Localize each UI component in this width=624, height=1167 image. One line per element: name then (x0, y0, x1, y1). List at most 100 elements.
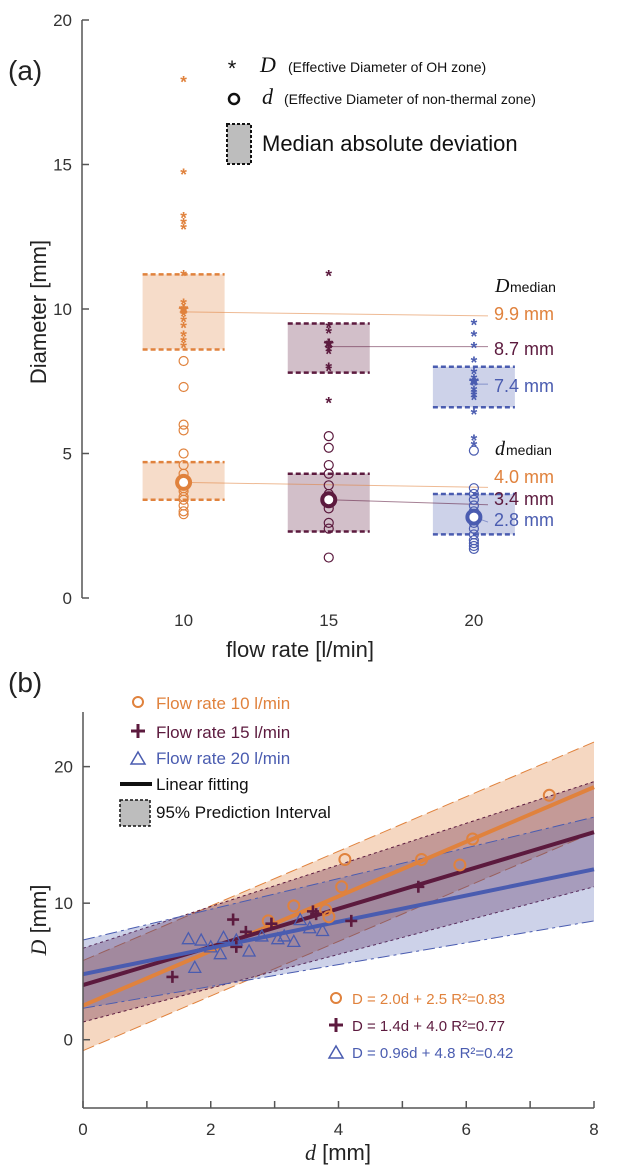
fit-line-2 (82, 867, 595, 977)
x-tick-label-b: 8 (589, 1120, 598, 1139)
D-point-15: * (325, 318, 332, 337)
svg-text:median: median (510, 279, 556, 295)
D-median-ref-10 (183, 311, 489, 317)
circle-marker-icon (227, 92, 241, 106)
D-point-15: * (325, 336, 332, 355)
x-tick-label-a: 10 (174, 611, 193, 630)
D-point-20: * (471, 365, 478, 384)
panel-b-points (166, 788, 556, 983)
D-point-20: * (471, 382, 478, 401)
d-point-10 (178, 425, 189, 436)
d-point-20 (468, 540, 479, 552)
D-median-10: 9.9 mm (494, 304, 554, 324)
D-point-20: * (471, 385, 478, 404)
point-triangle (216, 929, 231, 943)
y-tick-label-b: 10 (54, 894, 73, 913)
point-circle (415, 852, 429, 866)
panel-b: (b) 0 10 20 0 2 4 6 8 D [mm] d [mm] Flow rate 1… (8, 667, 599, 1165)
point-circle (335, 880, 349, 894)
pi-lower-0 (82, 831, 595, 1052)
d-point-10 (178, 381, 189, 393)
D-point-10: * (180, 266, 187, 285)
svg-text:D [mm]: D [mm] (26, 885, 51, 957)
D-point-10: * (180, 73, 187, 92)
fit-line-1 (82, 830, 595, 988)
d-median-marker-20 (465, 508, 483, 526)
point-plus (265, 917, 278, 930)
D-point-10: * (180, 318, 187, 337)
D-median-20: 7.4 mm (494, 376, 554, 396)
d-point-20 (468, 445, 479, 456)
D-median-marker-20: * (469, 370, 480, 400)
point-triangle (254, 928, 269, 942)
y-tick-label-a: 20 (53, 11, 72, 30)
D-point-15: * (325, 393, 332, 412)
panel-b-label: (b) (8, 667, 42, 698)
d-median-10: 4.0 mm (494, 467, 554, 487)
eq-circle-icon (330, 992, 342, 1004)
D-point-10: * (180, 214, 187, 233)
mad-box-D-15 (287, 323, 370, 373)
d-point-10 (178, 509, 189, 520)
d-point-15 (323, 552, 334, 563)
svg-text:d [mm]: d [mm] (305, 1140, 371, 1165)
point-circle (322, 910, 336, 924)
d-point-15 (323, 517, 334, 528)
x-tick-label-b: 2 (206, 1120, 215, 1139)
D-point-10: * (180, 301, 187, 320)
point-triangle (286, 934, 301, 948)
point-circle (287, 899, 301, 913)
point-triangle (293, 912, 308, 926)
point-circle (261, 914, 275, 928)
legend-b-plus-icon (131, 724, 145, 738)
D-point-10: * (180, 313, 187, 332)
x-tick-label-b: 6 (462, 1120, 471, 1139)
d-median-ref-10 (183, 481, 489, 488)
pi-lower-2 (82, 920, 595, 1009)
point-plus (412, 880, 425, 893)
point-plus (345, 914, 358, 927)
D-point-20: * (471, 370, 478, 389)
point-circle (466, 832, 480, 846)
d-point-20 (468, 494, 479, 505)
D-median-marker-10: * (179, 298, 190, 328)
panel-a-median-reference-lines (183, 311, 489, 523)
point-triangle (213, 946, 228, 960)
point-triangle (270, 931, 285, 945)
legend-b-triangle-icon (129, 750, 147, 765)
y-tick-label-a: 15 (53, 156, 72, 175)
D-point-10: * (180, 333, 187, 352)
D-point-20: * (471, 353, 478, 372)
D-median-label: D median (494, 275, 556, 297)
d-point-20 (468, 488, 479, 500)
point-triangle (194, 932, 209, 946)
D-median-15: 8.7 mm (494, 339, 554, 359)
legend-D-symbol: D (259, 52, 276, 77)
point-plus (310, 908, 323, 921)
point-triangle (315, 923, 330, 937)
svg-text:D: D (494, 275, 510, 297)
panel-b-fit-lines (82, 785, 595, 1008)
svg-text:median: median (506, 442, 552, 458)
d-point-20 (468, 537, 479, 549)
D-point-10: * (180, 304, 187, 323)
D-point-20: * (471, 405, 478, 424)
legend-d-symbol: d (262, 84, 274, 109)
point-triangle (229, 932, 244, 946)
point-circle (542, 788, 556, 802)
d-median-20: 2.8 mm (494, 510, 554, 530)
pi-upper-2 (82, 816, 595, 941)
d-point-15 (323, 523, 334, 534)
svg-text:d: d (495, 438, 506, 460)
point-triangle (187, 959, 202, 974)
panel-b-legend: Flow rate 10 l/min Flow rate 15 l/min Fl… (119, 694, 331, 827)
point-circle (319, 903, 333, 917)
point-circle (338, 852, 352, 866)
d-point-10 (178, 355, 189, 367)
legend-mad-text: Median absolute deviation (262, 131, 518, 156)
y-tick-label-a: 5 (63, 445, 72, 464)
D-point-10: * (180, 220, 187, 239)
d-point-10 (178, 494, 189, 505)
x-tick-label-a: 20 (464, 611, 483, 630)
